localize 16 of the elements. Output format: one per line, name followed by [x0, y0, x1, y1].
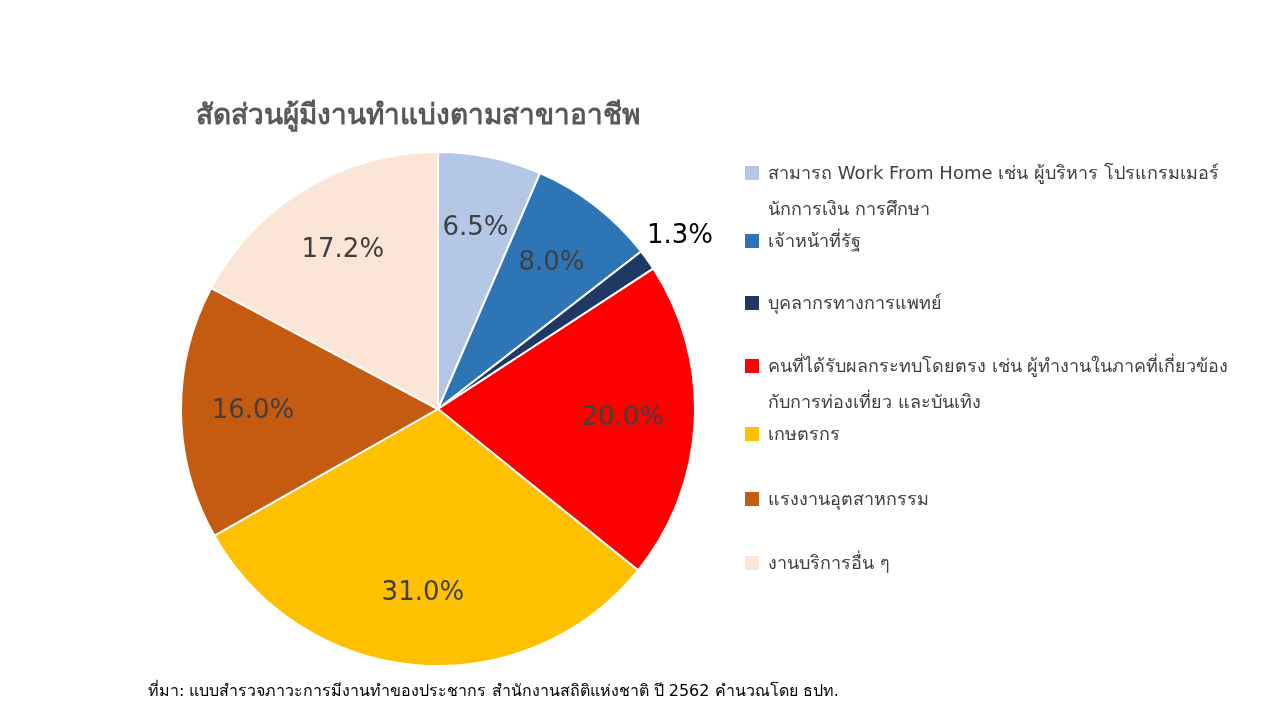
- data-label: 20.0%: [581, 401, 665, 432]
- legend-label: บุคลากรทางการแพทย์: [768, 291, 942, 316]
- data-label: 17.2%: [301, 233, 385, 264]
- data-label: 8.0%: [518, 245, 585, 276]
- chart-title: สัดส่วนผู้มีงานทำแบ่งตามสาขาอาชีพ: [196, 97, 640, 134]
- legend-label: เกษตรกร: [768, 422, 840, 446]
- legend-label: งานบริการอื่น ๆ: [768, 549, 890, 575]
- text: ที่มา: แบบสำรวจภาวะการมีงานทำของประชากร สำนักงานสถิติแห่งชาติ ปี 2562 คำนวณโดย ธปท.: [148, 679, 839, 702]
- data-label: 1.3%: [646, 219, 713, 250]
- data-label: 31.0%: [381, 576, 465, 607]
- data-label: 6.5%: [442, 210, 509, 241]
- legend-label: สามารถ Work From Home เช่น ผู้บริหาร โปรแกรมเมอร์ นักการเงิน การศึกษา: [768, 161, 1220, 221]
- legend-label: แรงงานอุตสาหกรรม: [768, 487, 929, 512]
- data-label: 16.0%: [211, 394, 295, 425]
- legend-label: คนที่ได้รับผลกระทบโดยตรง เช่น ผู้ทำงานในภาคที่เกี่ยวข้องกับการท่องเที่ยว และบันเทิง: [768, 352, 1230, 414]
- legend-label: เจ้าหน้าที่รัฐ: [768, 227, 861, 254]
